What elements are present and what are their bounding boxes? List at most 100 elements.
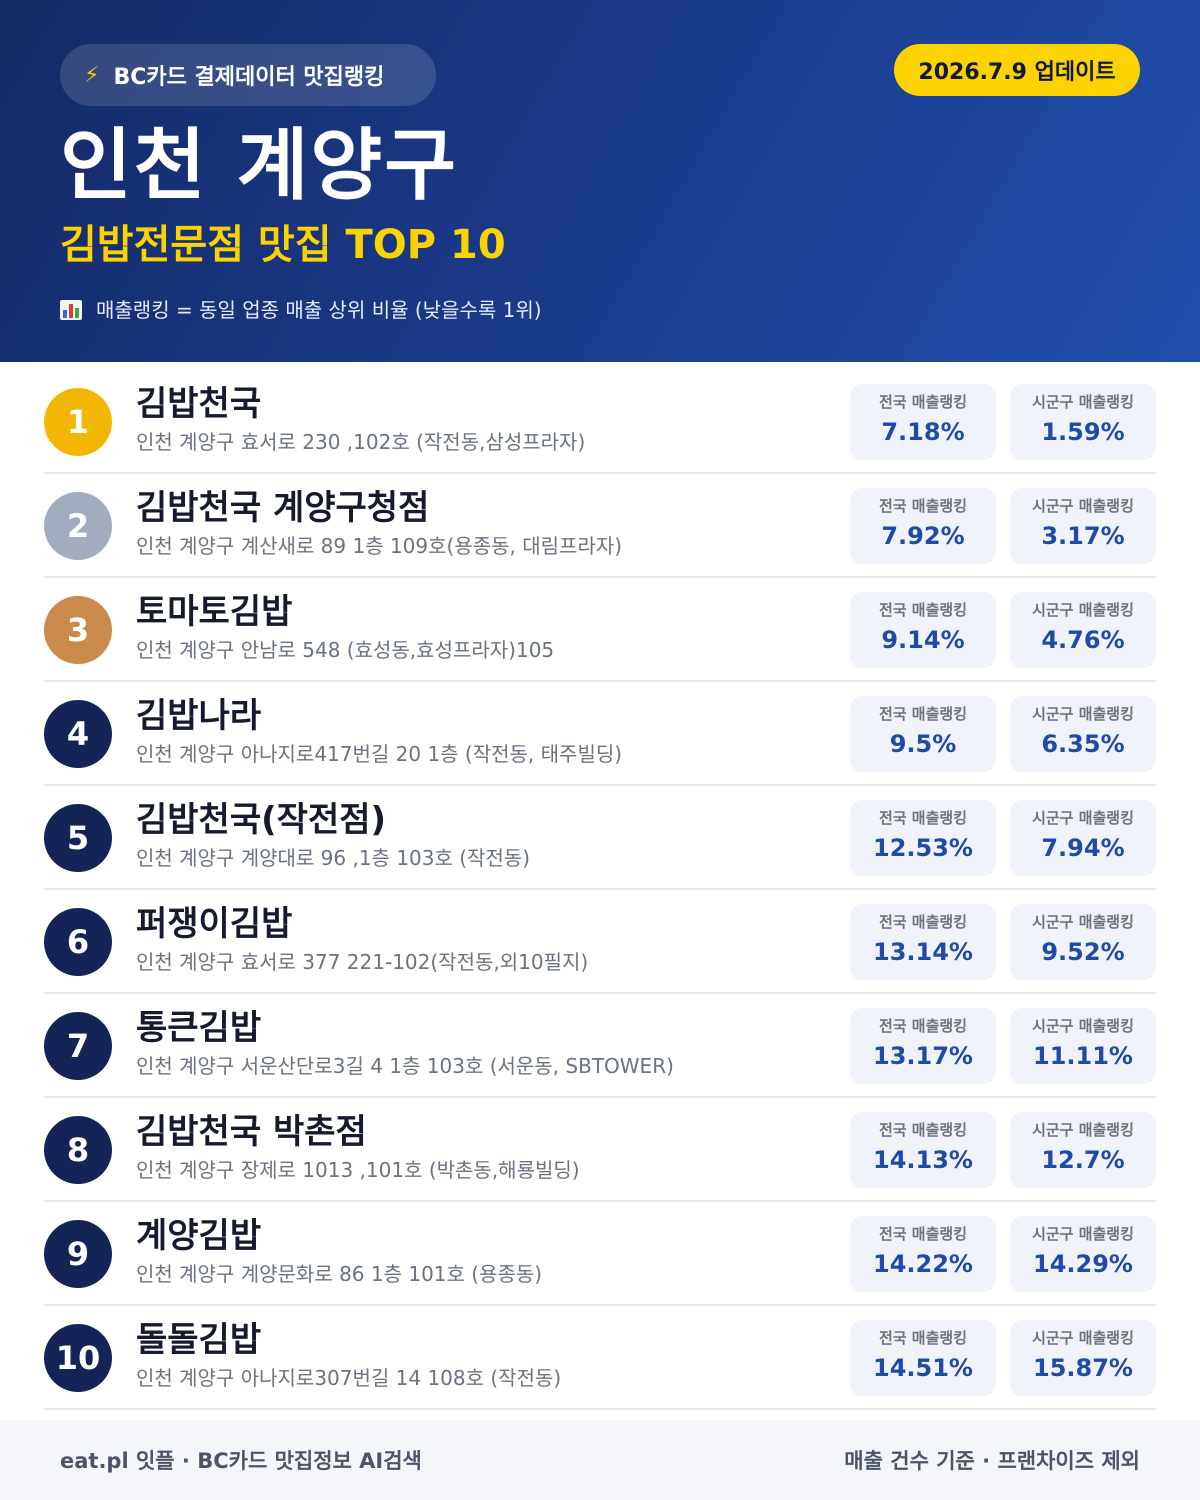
national-ranking-card: 전국 매출랭킹 14.51% (850, 1320, 996, 1396)
local-ranking-label: 시군구 매출랭킹 (1032, 1017, 1134, 1035)
restaurant-name: 김밥천국 박촌점 (136, 1112, 367, 1152)
restaurant-name: 퍼쟁이김밥 (136, 904, 293, 944)
local-ranking-label: 시군구 매출랭킹 (1032, 1225, 1134, 1243)
local-ranking-card: 시군구 매출랭킹 1.59% (1010, 384, 1156, 460)
list-item: 4 김밥나라 인천 계양구 아나지로417번길 20 1층 (작전동, 태주빌딩… (44, 682, 1156, 786)
local-ranking-card: 시군구 매출랭킹 9.52% (1010, 904, 1156, 980)
local-ranking-value: 1.59% (1041, 418, 1125, 446)
restaurant-address: 인천 계양구 효서로 230 ,102호 (작전동,삼성프라자) (136, 430, 586, 454)
rank-badge: 8 (44, 1116, 112, 1184)
national-ranking-value: 14.13% (873, 1146, 973, 1174)
national-ranking-value: 14.51% (873, 1354, 973, 1382)
national-ranking-card: 전국 매출랭킹 9.5% (850, 696, 996, 772)
restaurant-name: 김밥천국(작전점) (136, 800, 387, 840)
rank-badge: 2 (44, 492, 112, 560)
national-ranking-label: 전국 매출랭킹 (878, 1329, 968, 1347)
list-item: 6 퍼쟁이김밥 인천 계양구 효서로 377 221-102(작전동,외10필지… (44, 890, 1156, 994)
national-ranking-label: 전국 매출랭킹 (878, 601, 968, 619)
local-ranking-card: 시군구 매출랭킹 15.87% (1010, 1320, 1156, 1396)
local-ranking-card: 시군구 매출랭킹 11.11% (1010, 1008, 1156, 1084)
national-ranking-value: 7.18% (881, 418, 965, 446)
local-ranking-value: 11.11% (1033, 1042, 1133, 1070)
local-ranking-value: 9.52% (1041, 938, 1125, 966)
restaurant-name: 계양김밥 (136, 1216, 262, 1256)
restaurant-address: 인천 계양구 안남로 548 (효성동,효성프라자)105 (136, 638, 555, 662)
national-ranking-value: 14.22% (873, 1250, 973, 1278)
national-ranking-card: 전국 매출랭킹 7.92% (850, 488, 996, 564)
local-ranking-card: 시군구 매출랭킹 12.7% (1010, 1112, 1156, 1188)
local-ranking-label: 시군구 매출랭킹 (1032, 705, 1134, 723)
restaurant-address: 인천 계양구 효서로 377 221-102(작전동,외10필지) (136, 950, 589, 974)
list-item: 7 통큰김밥 인천 계양구 서운산단로3길 4 1층 103호 (서운동, SB… (44, 994, 1156, 1098)
national-ranking-label: 전국 매출랭킹 (878, 497, 968, 515)
rank-badge: 4 (44, 700, 112, 768)
list-item: 3 토마토김밥 인천 계양구 안남로 548 (효성동,효성프라자)105 전국… (44, 578, 1156, 682)
local-ranking-label: 시군구 매출랭킹 (1032, 809, 1134, 827)
page-title: 인천 계양구 (60, 121, 458, 211)
rank-badge: 5 (44, 804, 112, 872)
restaurant-address: 인천 계양구 계산새로 89 1층 109호(용종동, 대림프라자) (136, 534, 623, 558)
restaurant-address: 인천 계양구 아나지로307번길 14 108호 (작전동) (136, 1366, 562, 1390)
source-badge-label: BC카드 결제데이터 맛집랭킹 (113, 65, 385, 90)
restaurant-address: 인천 계양구 계양문화로 86 1층 101호 (용종동) (136, 1262, 543, 1286)
restaurant-name: 김밥천국 (136, 384, 262, 424)
source-badge: ⚡ BC카드 결제데이터 맛집랭킹 (60, 44, 436, 106)
restaurant-name: 김밥나라 (136, 696, 262, 736)
national-ranking-label: 전국 매출랭킹 (878, 913, 968, 931)
restaurant-address: 인천 계양구 계양대로 96 ,1층 103호 (작전동) (136, 846, 531, 870)
restaurant-address: 인천 계양구 아나지로417번길 20 1층 (작전동, 태주빌딩) (136, 742, 623, 766)
footer: eat.pl 잇플 · BC카드 맛집정보 AI검색 매출 건수 기준 · 프랜… (0, 1420, 1200, 1500)
footer-criteria: 매출 건수 기준 · 프랜차이즈 제외 (844, 1449, 1140, 1473)
national-ranking-card: 전국 매출랭킹 14.22% (850, 1216, 996, 1292)
national-ranking-value: 7.92% (881, 522, 965, 550)
local-ranking-card: 시군구 매출랭킹 3.17% (1010, 488, 1156, 564)
local-ranking-value: 7.94% (1041, 834, 1125, 862)
restaurant-name: 돌돌김밥 (136, 1320, 262, 1360)
ranking-note: 매출랭킹 = 동일 업종 매출 상위 비율 (낮을수록 1위) (60, 294, 542, 326)
rank-badge: 3 (44, 596, 112, 664)
lightning-icon: ⚡ (84, 62, 100, 88)
local-ranking-value: 6.35% (1041, 730, 1125, 758)
ranking-note-text: 매출랭킹 = 동일 업종 매출 상위 비율 (낮을수록 1위) (96, 298, 542, 322)
local-ranking-label: 시군구 매출랭킹 (1032, 393, 1134, 411)
national-ranking-card: 전국 매출랭킹 13.17% (850, 1008, 996, 1084)
national-ranking-value: 13.14% (873, 938, 973, 966)
rank-badge: 7 (44, 1012, 112, 1080)
rank-badge: 10 (44, 1324, 112, 1392)
local-ranking-label: 시군구 매출랭킹 (1032, 497, 1134, 515)
local-ranking-card: 시군구 매출랭킹 4.76% (1010, 592, 1156, 668)
list-item: 2 김밥천국 계양구청점 인천 계양구 계산새로 89 1층 109호(용종동,… (44, 474, 1156, 578)
national-ranking-value: 9.14% (881, 626, 965, 654)
national-ranking-label: 전국 매출랭킹 (878, 393, 968, 411)
local-ranking-value: 3.17% (1041, 522, 1125, 550)
page-subtitle: 김밥전문점 맛집 TOP 10 (60, 222, 506, 268)
header: ⚡ BC카드 결제데이터 맛집랭킹 2026.7.9 업데이트 인천 계양구 김… (0, 0, 1200, 362)
local-ranking-value: 15.87% (1033, 1354, 1133, 1382)
rank-badge: 6 (44, 908, 112, 976)
list-item: 1 김밥천국 인천 계양구 효서로 230 ,102호 (작전동,삼성프라자) … (44, 370, 1156, 474)
local-ranking-card: 시군구 매출랭킹 6.35% (1010, 696, 1156, 772)
national-ranking-label: 전국 매출랭킹 (878, 1225, 968, 1243)
national-ranking-label: 전국 매출랭킹 (878, 705, 968, 723)
national-ranking-label: 전국 매출랭킹 (878, 1121, 968, 1139)
rank-badge: 1 (44, 388, 112, 456)
local-ranking-label: 시군구 매출랭킹 (1032, 601, 1134, 619)
national-ranking-card: 전국 매출랭킹 13.14% (850, 904, 996, 980)
footer-source: eat.pl 잇플 · BC카드 맛집정보 AI검색 (60, 1449, 422, 1473)
list-item: 5 김밥천국(작전점) 인천 계양구 계양대로 96 ,1층 103호 (작전동… (44, 786, 1156, 890)
national-ranking-card: 전국 매출랭킹 7.18% (850, 384, 996, 460)
local-ranking-value: 4.76% (1041, 626, 1125, 654)
restaurant-address: 인천 계양구 장제로 1013 ,101호 (박촌동,해룡빌딩) (136, 1158, 580, 1182)
local-ranking-value: 12.7% (1041, 1146, 1125, 1174)
local-ranking-label: 시군구 매출랭킹 (1032, 913, 1134, 931)
national-ranking-value: 9.5% (889, 730, 957, 758)
update-badge: 2026.7.9 업데이트 (894, 44, 1140, 96)
national-ranking-label: 전국 매출랭킹 (878, 1017, 968, 1035)
national-ranking-label: 전국 매출랭킹 (878, 809, 968, 827)
list-item: 8 김밥천국 박촌점 인천 계양구 장제로 1013 ,101호 (박촌동,해룡… (44, 1098, 1156, 1202)
list-item: 9 계양김밥 인천 계양구 계양문화로 86 1층 101호 (용종동) 전국 … (44, 1202, 1156, 1306)
rank-badge: 9 (44, 1220, 112, 1288)
local-ranking-card: 시군구 매출랭킹 7.94% (1010, 800, 1156, 876)
bar-chart-icon (60, 300, 82, 320)
national-ranking-card: 전국 매출랭킹 9.14% (850, 592, 996, 668)
